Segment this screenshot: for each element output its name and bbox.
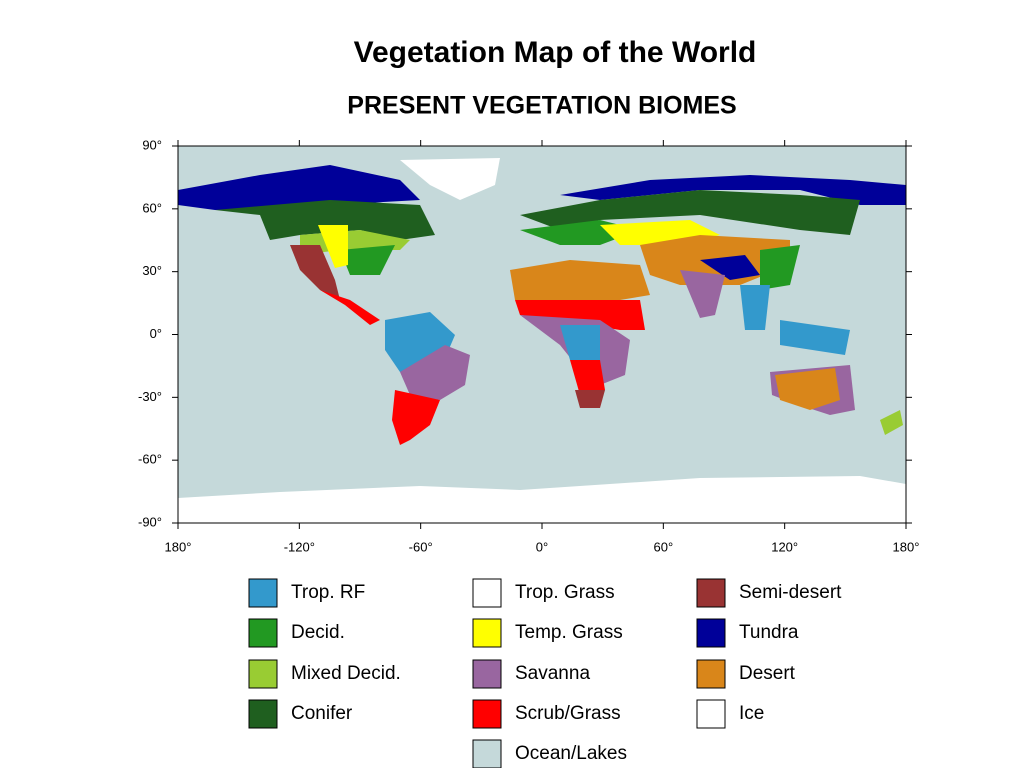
x-tick-label: -120° [284,539,315,554]
legend-swatch [472,739,502,768]
y-tick-label: -90° [138,514,162,529]
scrub-ca [320,290,380,325]
legend-swatch [696,618,726,648]
decid-na [340,245,395,275]
legend-label: Decid. [291,622,345,643]
semidesert-na [290,245,340,300]
scrub-sa [392,390,440,445]
conifer-na [215,200,435,240]
legend-swatch [472,659,502,689]
decid-china [760,245,800,290]
desert-australia [775,368,840,410]
legend-swatch [696,699,726,729]
legend-swatch [472,578,502,608]
legend-label: Scrub/Grass [515,703,621,724]
legend-label: Ice [739,703,764,724]
savanna-sa [400,345,470,400]
legend-label: Semi-desert [739,582,842,603]
legend-label: Ocean/Lakes [515,743,627,764]
legend-swatch [248,578,278,608]
x-tick-label: 180° [165,539,192,554]
legend: Trop. RF Decid. Mixed Decid. Conifer Trop. G… [248,578,842,768]
map [177,145,907,524]
antarctica [178,476,906,523]
legend-label: Temp. Grass [515,622,623,643]
rf-africa [560,325,600,360]
tundra-tibet [700,255,760,280]
x-tick-label: 180° [893,539,920,554]
legend-label: Conifer [291,703,353,724]
grass-na [318,225,348,268]
legend-swatch [472,618,502,648]
x-tick-label: 0° [536,539,548,554]
y-tick-label: 30° [142,263,162,278]
x-tick-label: 120° [771,539,798,554]
legend-label: Tundra [739,622,799,643]
legend-swatch [696,578,726,608]
greenland [400,158,500,200]
y-tick-label: 90° [142,137,162,152]
scrub-safrica [570,360,605,395]
legend-swatch [248,699,278,729]
legend-swatch [472,699,502,729]
tundra-asia [560,175,906,205]
legend-swatch [696,659,726,689]
legend-label: Savanna [515,663,590,684]
title: Vegetation Map of the World [354,36,757,69]
legend-label: Trop. Grass [515,582,615,603]
semidesert-safrica [575,390,605,408]
x-tick-label: -60° [409,539,433,554]
legend-swatch [248,618,278,648]
legend-label: Desert [739,663,796,684]
y-tick-label: -60° [138,452,162,467]
tundra-na [178,165,420,210]
scrub-sahel [515,300,645,330]
y-tick-label: -30° [138,389,162,404]
subtitle: PRESENT VEGETATION BIOMES [347,92,736,120]
y-tick-label: 0° [150,326,162,341]
conifer-asia [520,190,860,235]
desert-africa [510,260,650,300]
rf-seasia [740,285,770,330]
savanna-india [680,270,725,318]
legend-swatch [248,659,278,689]
y-tick-label: 60° [142,200,162,215]
rf-indonesia [780,320,850,355]
legend-label: Mixed Decid. [291,663,401,684]
x-tick-label: 60° [653,539,673,554]
legend-label: Trop. RF [291,582,365,603]
new-zealand [880,410,903,435]
